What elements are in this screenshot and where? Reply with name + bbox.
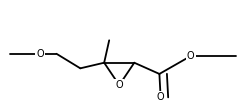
Text: O: O [115,80,122,90]
Text: O: O [156,92,164,102]
Text: O: O [186,51,194,61]
Text: O: O [36,49,44,59]
